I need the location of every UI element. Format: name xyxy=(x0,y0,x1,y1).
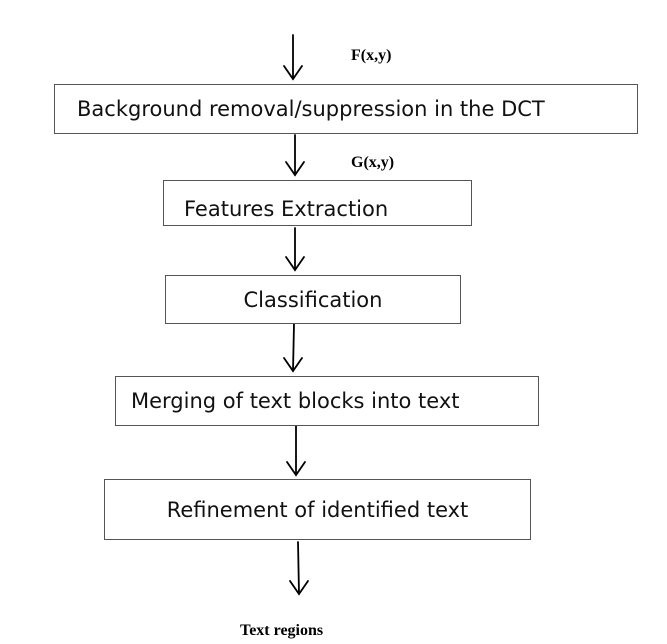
arrow-step1-step2 xyxy=(285,134,305,177)
intermediate-signal-label: G(x,y) xyxy=(351,154,395,171)
step-label: Merging of text blocks into text xyxy=(131,389,460,413)
input-signal-label: F(x,y) xyxy=(351,47,392,64)
arrow-input xyxy=(283,34,303,81)
arrow-output xyxy=(289,541,309,596)
arrow-step2-step3 xyxy=(285,227,305,272)
step-label: Refinement of identified text xyxy=(166,497,469,522)
step-label: Background removal/suppression in the DC… xyxy=(77,97,545,121)
step-refinement: Refinement of identified text xyxy=(104,479,531,540)
step-label: Classification xyxy=(243,287,383,312)
step-classification: Classification xyxy=(165,275,461,324)
step-label: Features Extraction xyxy=(184,197,389,221)
arrow-step4-step5 xyxy=(286,425,306,477)
step-merging: Merging of text blocks into text xyxy=(115,376,539,426)
arrow-step3-step4 xyxy=(283,323,303,373)
step-features-extraction: Features Extraction xyxy=(163,180,472,226)
output-label: Text regions xyxy=(240,622,324,639)
step-background-removal: Background removal/suppression in the DC… xyxy=(54,84,638,134)
